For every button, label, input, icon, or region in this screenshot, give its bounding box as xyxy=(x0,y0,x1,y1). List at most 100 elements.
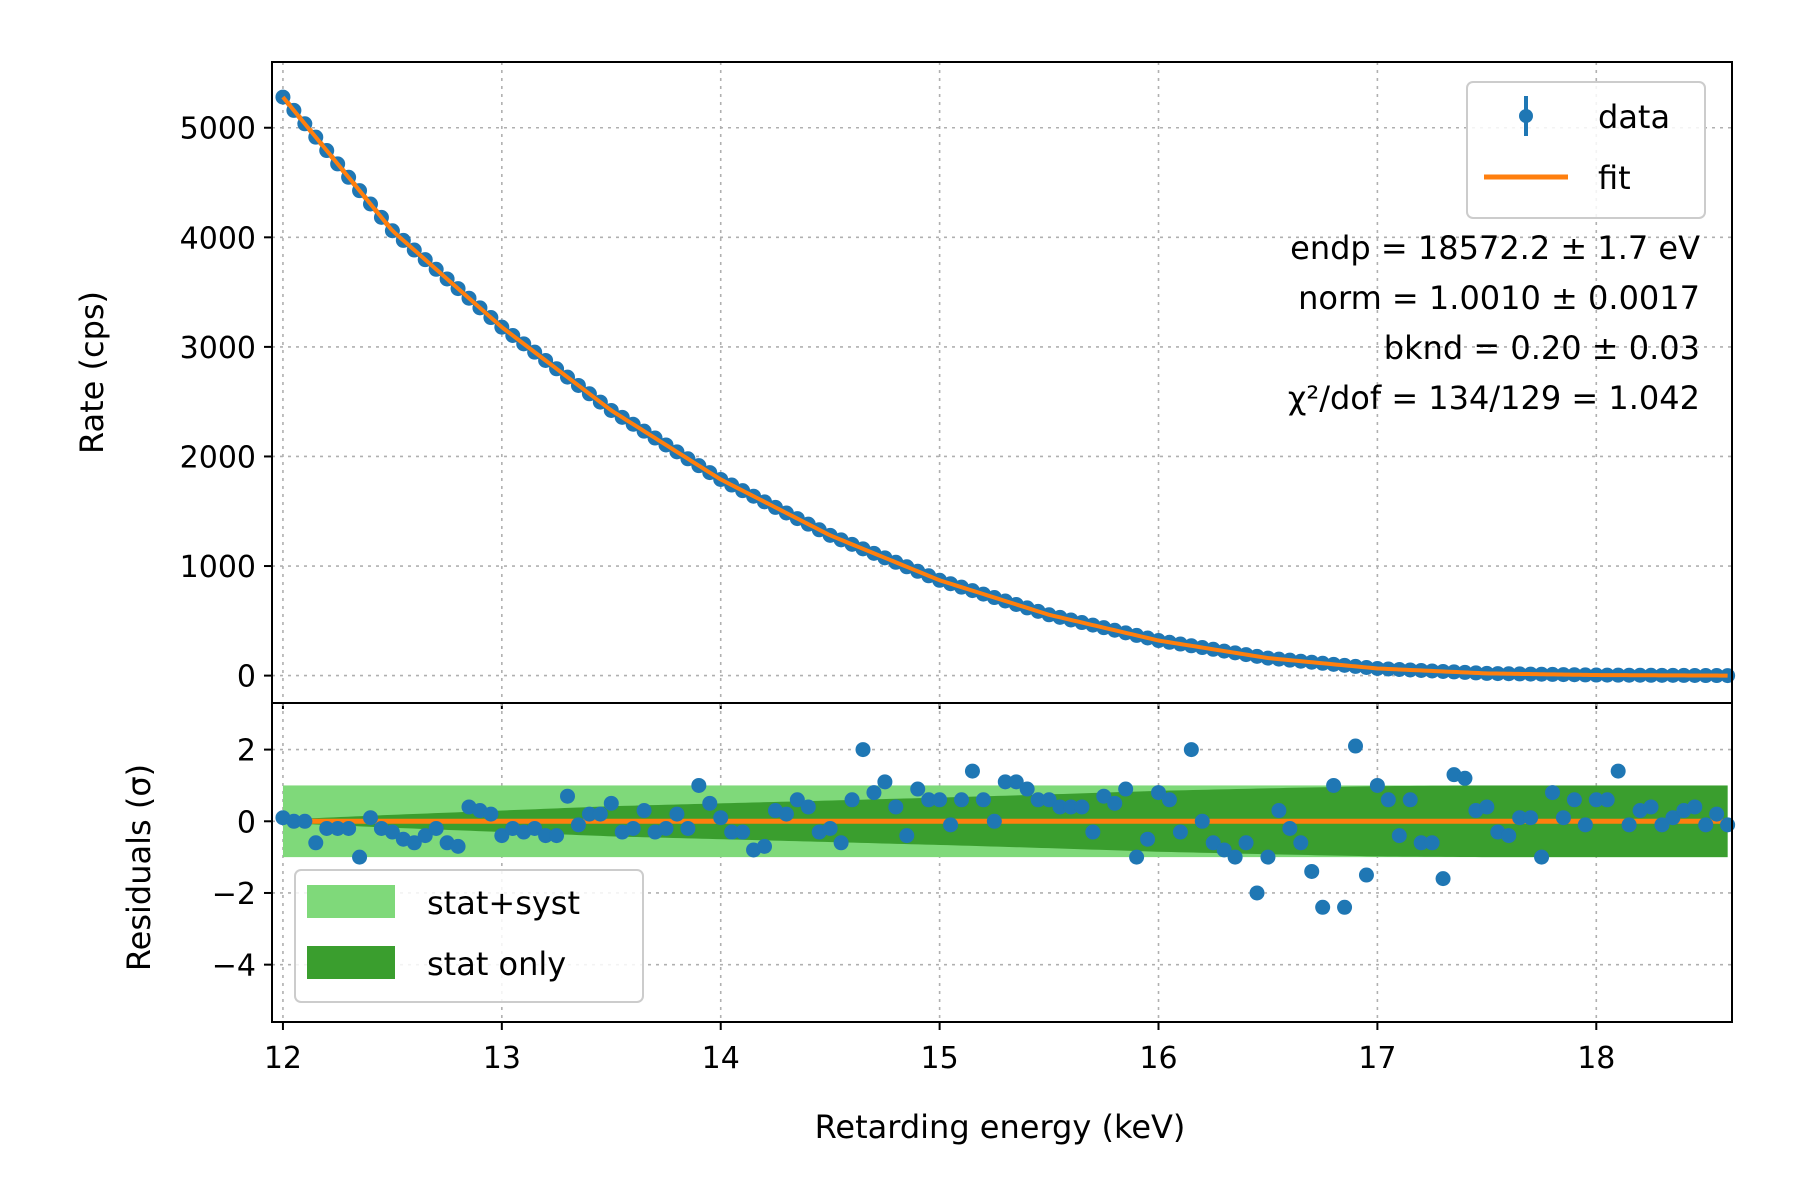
residual-point xyxy=(1161,792,1177,808)
residual-point xyxy=(1271,803,1287,819)
legend-stat-syst-swatch xyxy=(307,885,395,918)
residual-point xyxy=(1172,824,1188,840)
residual-point xyxy=(1566,792,1582,808)
res-y-tick-label: −2 xyxy=(212,877,256,912)
residual-point xyxy=(428,820,444,836)
residual-point xyxy=(1304,863,1320,879)
residual-point xyxy=(1577,817,1593,833)
residual-point xyxy=(986,813,1002,829)
residual-point xyxy=(330,820,346,836)
residual-point xyxy=(1621,817,1637,833)
residual-point xyxy=(888,799,904,815)
x-tick-label: 12 xyxy=(264,1041,302,1076)
residual-point xyxy=(1337,899,1353,915)
residual-point xyxy=(286,813,302,829)
residual-point xyxy=(417,828,433,844)
residual-point xyxy=(1326,777,1342,793)
residual-point xyxy=(1216,842,1232,858)
residual-point xyxy=(1041,792,1057,808)
residual-point xyxy=(363,810,379,826)
residual-point xyxy=(1194,813,1210,829)
legend-stat-only-swatch xyxy=(307,946,395,979)
residuals-y-axis-label: Residuals (σ) xyxy=(120,764,158,971)
residual-point xyxy=(406,835,422,851)
residuals-ticks: −4 −2 0 2 12 13 14 15 16 17 18 xyxy=(212,734,1616,1076)
residual-point xyxy=(680,820,696,836)
fit-line-overlay xyxy=(281,95,1728,678)
residual-point xyxy=(899,828,915,844)
x-tick-label: 15 xyxy=(921,1041,959,1076)
residual-point xyxy=(964,763,980,779)
residual-point xyxy=(1129,849,1145,865)
residual-point xyxy=(1599,792,1615,808)
main-y-tick-label: 5000 xyxy=(180,112,256,147)
residual-point xyxy=(833,835,849,851)
main-y-ticks: 0 1000 2000 3000 4000 5000 xyxy=(180,112,1598,709)
main-grid xyxy=(272,62,1732,703)
main-y-tick-label: 3000 xyxy=(180,331,256,366)
residual-point xyxy=(997,774,1013,790)
residual-point xyxy=(1205,835,1221,851)
residual-point xyxy=(1183,742,1199,758)
fit-results-annotation: endp = 18572.2 ± 1.7 eV norm = 1.0010 ± … xyxy=(1288,229,1700,417)
residual-point xyxy=(1030,792,1046,808)
residual-point xyxy=(669,806,685,822)
residual-point xyxy=(1107,795,1123,811)
residual-point xyxy=(778,806,794,822)
residuals-frame xyxy=(271,702,1733,1023)
residual-point xyxy=(1358,867,1374,883)
residual-point xyxy=(1369,777,1385,793)
residual-point xyxy=(1654,817,1670,833)
residual-point xyxy=(1545,785,1561,801)
residual-point xyxy=(1698,817,1714,833)
residual-point xyxy=(1063,799,1079,815)
residual-point xyxy=(844,792,860,808)
main-legend: data fit xyxy=(1466,81,1706,219)
annotation-bknd: bknd = 0.20 ± 0.03 xyxy=(1384,329,1700,367)
residual-point xyxy=(1227,849,1243,865)
legend-stat-syst-label: stat+syst xyxy=(427,884,580,922)
residual-point xyxy=(1052,799,1068,815)
residual-point xyxy=(932,792,948,808)
residual-point xyxy=(975,792,991,808)
main-y-tick-label: 2000 xyxy=(180,440,256,475)
x-tick-label: 16 xyxy=(1139,1041,1177,1076)
residual-point xyxy=(1282,820,1298,836)
x-tick-label: 17 xyxy=(1358,1041,1396,1076)
residual-point xyxy=(1709,806,1725,822)
residual-point xyxy=(1348,738,1364,754)
residual-point xyxy=(1534,849,1550,865)
x-axis-label: Retarding energy (keV) xyxy=(815,1108,1186,1146)
residual-point xyxy=(1315,899,1331,915)
residual-point xyxy=(352,849,368,865)
residual-point xyxy=(724,824,740,840)
x-tick-label: 13 xyxy=(483,1041,521,1076)
residual-point xyxy=(625,820,641,836)
annotation-chi2: χ²/dof = 134/129 = 1.042 xyxy=(1288,379,1700,417)
residual-point xyxy=(1588,792,1604,808)
residual-point xyxy=(921,792,937,808)
residual-point xyxy=(1424,835,1440,851)
residual-point xyxy=(713,810,729,826)
residual-point xyxy=(1260,849,1276,865)
legend-data-label: data xyxy=(1598,98,1670,136)
res-y-tick-label: −4 xyxy=(212,949,256,984)
residual-point xyxy=(1402,792,1418,808)
residual-point xyxy=(1479,799,1495,815)
residual-point xyxy=(1293,835,1309,851)
residual-point xyxy=(1413,835,1429,851)
residual-point xyxy=(943,817,959,833)
residual-point xyxy=(341,820,357,836)
residual-point xyxy=(800,799,816,815)
legend-stat-only-label: stat only xyxy=(427,945,566,983)
residual-point xyxy=(450,838,466,854)
x-tick-label: 18 xyxy=(1577,1041,1615,1076)
residual-point xyxy=(1118,781,1134,797)
residual-point xyxy=(494,828,510,844)
residual-point xyxy=(855,742,871,758)
residual-point xyxy=(1501,828,1517,844)
main-y-tick-label: 1000 xyxy=(180,550,256,585)
residual-point xyxy=(297,813,313,829)
residual-point xyxy=(1074,799,1090,815)
